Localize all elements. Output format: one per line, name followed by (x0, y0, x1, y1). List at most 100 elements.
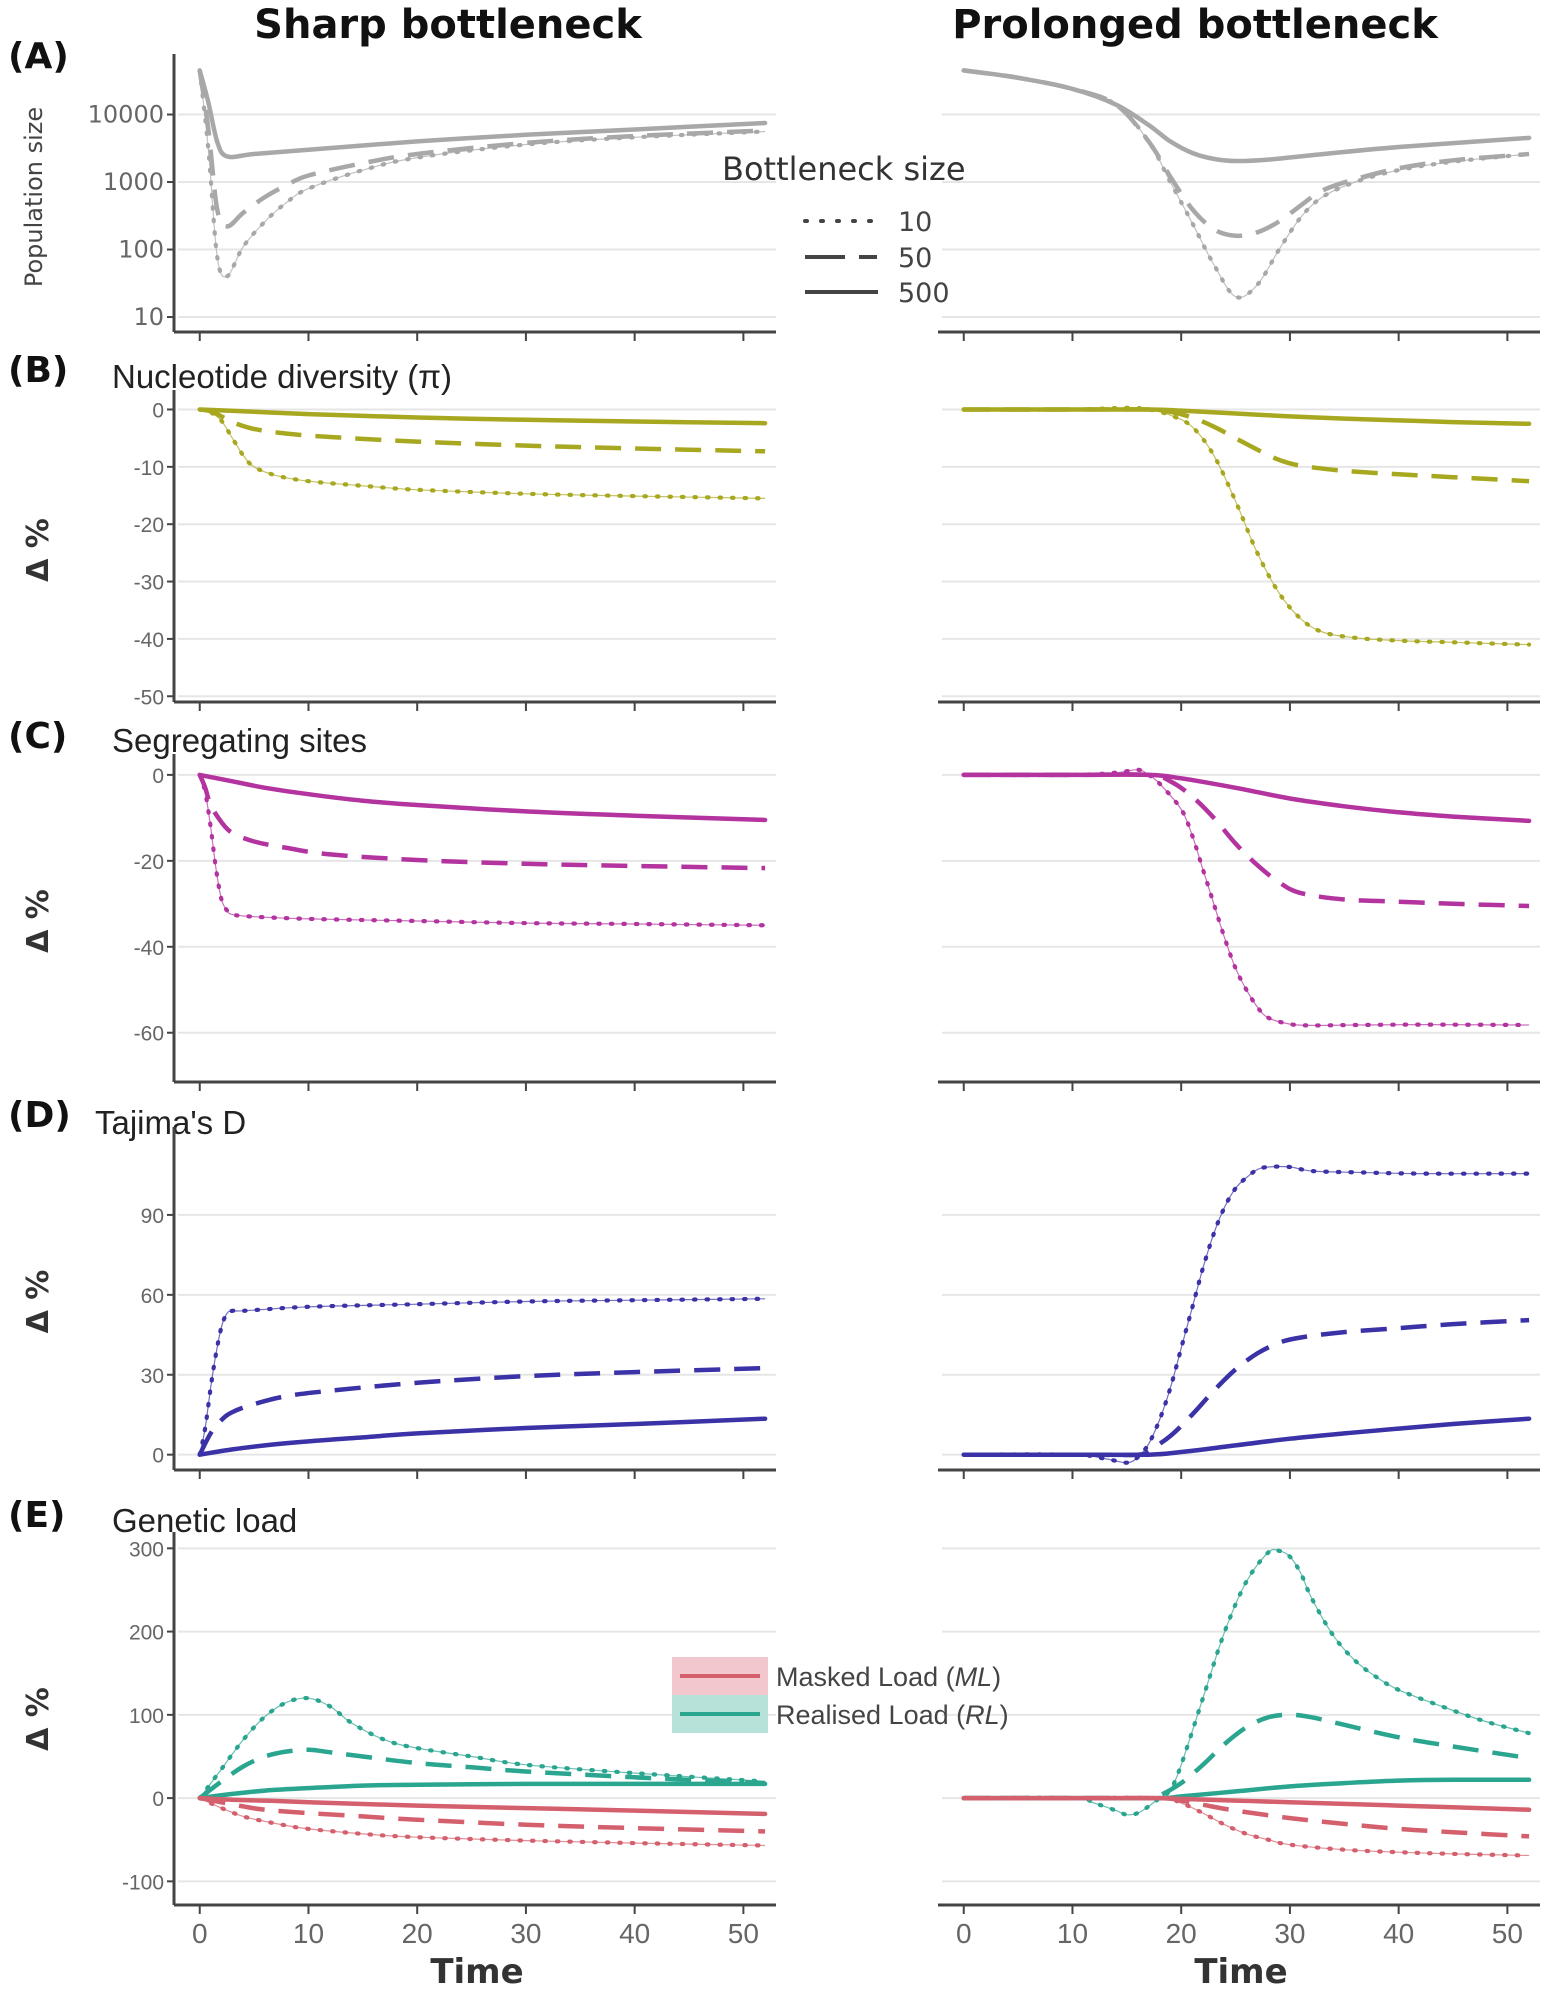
y-tick-label: -20 (134, 514, 164, 537)
y-tick-label: 0 (152, 765, 164, 788)
x-tick-label: 40 (1383, 1918, 1414, 1949)
series-d-sharp-500 (197, 1416, 768, 1457)
x-tick-label: 20 (402, 1918, 433, 1949)
series-e-sharp-ml-10 (197, 1796, 768, 1848)
panel-B: (B) Nucleotide diversity (π) Δ % 0 -10 -20 -30… (8, 350, 1540, 711)
panel-letter-e: (E) (8, 1495, 66, 1536)
series-a-prolonged-50 (963, 68, 1530, 239)
legend-bottleneck-title: Bottleneck size (722, 150, 966, 188)
y-tick-label: 0 (152, 1445, 164, 1468)
series-a-sharp-10 (197, 68, 768, 279)
x-tick-label: 20 (1166, 1918, 1197, 1949)
series-c-sharp-10 (197, 772, 768, 928)
y-tick-label: 10 (133, 303, 164, 331)
plot-e-sharp: -100 0 100 200 300 0 10 20 30 40 50 Time (122, 1532, 776, 1992)
series-e-prolonged-rl-50 (963, 1712, 1530, 1801)
panel-title-d: Tajima's D (95, 1104, 246, 1141)
series-a-sharp-50 (197, 70, 766, 229)
series-d-sharp-50 (197, 1365, 766, 1456)
y-tick-label: 30 (141, 1365, 164, 1388)
panel-C: (C) Segregating sites Δ % 0 -20 -40 -60 (8, 716, 1540, 1091)
y-axis-label-a: Population size (20, 107, 48, 287)
series-e-prolonged-rl-500 (961, 1777, 1532, 1801)
plot-a-sharp: 10 100 1000 10000 (88, 54, 776, 341)
legend-bottleneck-size: Bottleneck size 10 50 500 (722, 150, 966, 309)
column-title-sharp: Sharp bottleneck (254, 2, 643, 48)
y-tick-label: 90 (141, 1205, 164, 1228)
legend-label-50: 50 (898, 243, 932, 274)
y-axis-label-d: Δ % (21, 1270, 56, 1334)
column-title-prolonged: Prolonged bottleneck (952, 2, 1439, 48)
series-d-prolonged-10-trace (963, 1165, 1530, 1464)
y-tick-label: 10000 (88, 101, 164, 129)
series-e-prolonged-ml-50 (963, 1795, 1530, 1839)
series-a-prolonged-500 (961, 68, 1532, 164)
y-tick-label: -20 (134, 851, 164, 874)
y-tick-label: 1000 (103, 168, 164, 196)
y-tick-label: 0 (152, 1788, 164, 1811)
series-c-prolonged-500 (961, 772, 1532, 824)
series-c-sharp-10-trace (199, 774, 766, 926)
series-b-prolonged-10 (961, 405, 1532, 647)
series-e-sharp-ml-50 (199, 1795, 766, 1834)
panel-letter-b: (B) (8, 350, 68, 391)
series-b-sharp-10 (197, 407, 768, 501)
x-tick-label: 30 (1274, 1918, 1305, 1949)
legend-label-realised: Realised Load (RL) (776, 1700, 1009, 1730)
legend-label-10: 10 (898, 207, 932, 238)
series-e-prolonged-rl-10-trace (963, 1548, 1530, 1816)
series-e-sharp-rl-10 (197, 1695, 768, 1801)
x-axis-label: Time (430, 1952, 523, 1992)
plot-c-sharp: 0 -20 -40 -60 (134, 754, 776, 1091)
plot-e-prolonged: 0 10 20 30 40 50 Time (938, 1547, 1540, 1992)
y-tick-label: 100 (129, 1705, 164, 1728)
legend-label-masked: Masked Load (ML) (776, 1662, 1001, 1692)
series-c-prolonged-50 (963, 772, 1530, 909)
x-tick-label: 10 (293, 1918, 324, 1949)
series-e-sharp-rl-500 (197, 1781, 768, 1801)
series-b-sharp-500 (197, 407, 768, 426)
series-c-prolonged-10 (961, 767, 1532, 1028)
x-tick-label: 50 (728, 1918, 759, 1949)
plot-a-prolonged (938, 68, 1540, 341)
panel-title-e: Genetic load (112, 1502, 297, 1539)
plot-d-sharp: 0 30 60 90 (141, 1127, 776, 1479)
x-tick-label: 10 (1057, 1918, 1088, 1949)
y-axis-label-e: Δ % (21, 1687, 56, 1751)
panel-title-b: Nucleotide diversity (π) (112, 358, 452, 395)
series-b-prolonged-500 (961, 407, 1532, 427)
legend-label-500: 500 (898, 278, 950, 309)
panel-D: (D) Tajima's D Δ % 0 30 60 90 (8, 1095, 1540, 1479)
y-axis-label-c: Δ % (21, 889, 56, 953)
y-tick-label: 0 (152, 399, 164, 422)
panel-A: (A) Population size 10 100 1000 10000 (8, 36, 1540, 341)
series-c-sharp-500 (197, 772, 768, 823)
legend-genetic-load: Masked Load (ML) Realised Load (RL) (672, 1657, 1009, 1733)
series-a-sharp-500 (197, 68, 768, 160)
series-d-sharp-10 (197, 1296, 768, 1457)
y-tick-label: -10 (134, 457, 164, 480)
y-tick-label: 200 (129, 1622, 164, 1645)
series-e-prolonged-ml-10 (961, 1795, 1532, 1858)
x-tick-label: 0 (956, 1918, 972, 1949)
panel-letter-c: (C) (8, 716, 67, 757)
panel-letter-d: (D) (8, 1095, 71, 1136)
x-tick-label: 50 (1492, 1918, 1523, 1949)
panel-letter-a: (A) (8, 36, 69, 77)
series-e-sharp-ml-500 (197, 1795, 768, 1817)
y-tick-label: 60 (141, 1285, 164, 1308)
y-tick-label: -60 (134, 1023, 164, 1046)
x-tick-label: 40 (619, 1918, 650, 1949)
plot-b-prolonged (938, 405, 1540, 711)
panel-title-c: Segregating sites (112, 722, 367, 759)
x-axis-label: Time (1194, 1952, 1287, 1992)
series-d-prolonged-50 (963, 1317, 1530, 1458)
plot-d-prolonged (938, 1164, 1540, 1479)
y-axis-label-b: Δ % (21, 518, 56, 582)
plot-b-sharp: 0 -10 -20 -30 -40 -50 (134, 390, 776, 711)
series-e-sharp-rl-50 (198, 1747, 766, 1800)
y-tick-label: -30 (134, 572, 164, 595)
x-tick-label: 0 (192, 1918, 208, 1949)
